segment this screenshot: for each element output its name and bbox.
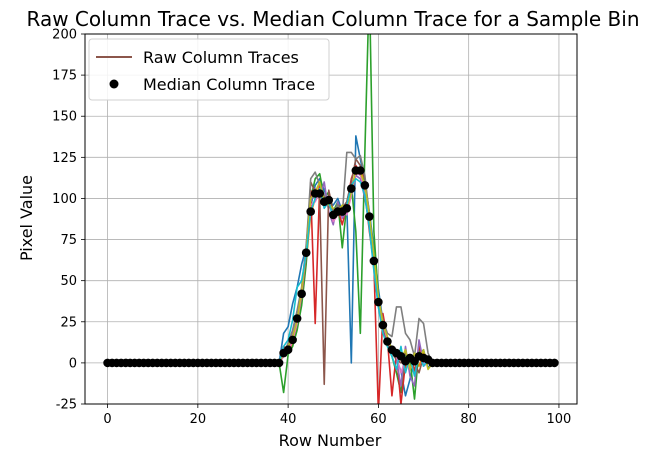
y-tick-label: 150 <box>52 110 77 125</box>
plot-frame <box>84 33 578 405</box>
y-tick-label: -25 <box>56 398 77 413</box>
legend-label: Raw Column Traces <box>143 48 299 67</box>
x-tick-label: 40 <box>280 412 297 427</box>
raw-trace-line-1 <box>107 135 555 397</box>
y-tick-label: 200 <box>52 28 77 43</box>
median-point <box>324 195 334 205</box>
median-point <box>378 320 388 330</box>
grid <box>85 33 577 405</box>
median-point <box>356 166 365 175</box>
y-axis-label: Pixel Value <box>17 175 36 261</box>
median-point <box>301 248 311 258</box>
median-point <box>383 337 392 346</box>
median-point <box>283 345 293 355</box>
chart-title: Raw Column Trace vs. Median Column Trace… <box>27 7 640 31</box>
y-tick-label: 75 <box>60 233 77 248</box>
median-point <box>550 358 559 368</box>
legend-dot-swatch <box>109 79 119 89</box>
median-point <box>297 289 306 299</box>
legend-box <box>88 38 330 101</box>
median-point <box>315 189 325 198</box>
x-tick-label: 80 <box>460 412 477 427</box>
x-axis-label: Row Number <box>279 431 382 450</box>
median-point <box>360 180 370 190</box>
x-tick-label: 0 <box>103 412 111 427</box>
median-markers <box>103 166 559 368</box>
x-tick-label: 60 <box>370 412 387 427</box>
x-ticks: 0 20 40 60 80 100 <box>103 404 571 427</box>
y-tick-label: 100 <box>52 192 77 207</box>
median-point <box>369 256 379 266</box>
raw-trace-line-10 <box>107 177 555 377</box>
y-tick-label: 125 <box>52 151 77 166</box>
x-tick-label: 100 <box>547 412 572 427</box>
y-tick-label: 50 <box>60 274 77 289</box>
y-tick-label: 175 <box>52 69 77 84</box>
median-point <box>365 212 374 221</box>
y-tick-label: 25 <box>60 315 77 330</box>
y-ticks: -25 0 25 50 75 100 125 150 175 200 <box>52 28 85 413</box>
median-point <box>292 314 302 323</box>
median-point <box>306 207 315 216</box>
raw-trace-line-8 <box>107 151 555 364</box>
median-point <box>342 204 352 213</box>
median-point <box>274 358 284 368</box>
legend-label: Median Column Trace <box>143 75 315 94</box>
x-tick-label: 20 <box>190 412 207 427</box>
legend: Raw Column Traces Median Column Trace <box>88 38 330 101</box>
median-point <box>288 335 297 345</box>
y-tick-label: 0 <box>69 356 77 371</box>
raw-trace-line-6 <box>107 158 555 386</box>
median-point <box>374 297 383 307</box>
median-point <box>347 184 356 193</box>
